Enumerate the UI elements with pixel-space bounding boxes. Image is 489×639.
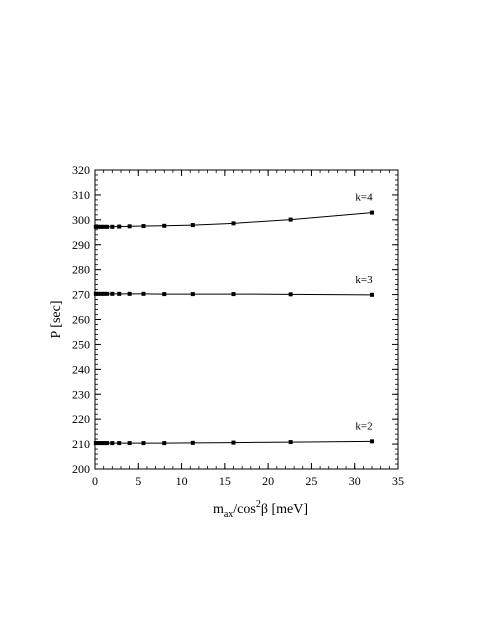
y-tick-label: 250 bbox=[72, 337, 90, 351]
data-point bbox=[127, 291, 132, 296]
data-point bbox=[162, 223, 167, 228]
y-tick-label: 270 bbox=[72, 288, 90, 302]
data-point bbox=[101, 224, 106, 229]
y-tick-label: 230 bbox=[72, 387, 90, 401]
y-tick-label: 300 bbox=[72, 213, 90, 227]
y-axis-title: P [sec] bbox=[49, 301, 64, 339]
data-point bbox=[288, 440, 293, 445]
y-tick-label: 200 bbox=[72, 462, 90, 476]
plot-frame bbox=[94, 169, 399, 470]
data-point bbox=[231, 221, 236, 226]
data-point bbox=[93, 441, 98, 446]
ticks-group bbox=[94, 169, 399, 470]
data-point bbox=[370, 292, 375, 297]
data-point bbox=[190, 292, 195, 297]
x-tick-label: 20 bbox=[262, 474, 274, 488]
data-point bbox=[93, 291, 98, 296]
data-point bbox=[117, 224, 122, 229]
tick-labels-group: 0 5 10 15 20 25 30 35 200 210 220 230 240 250 260 270 28… bbox=[72, 163, 404, 488]
data-point bbox=[93, 224, 98, 229]
data-point bbox=[127, 224, 132, 229]
data-point bbox=[190, 440, 195, 445]
y-tick-label: 290 bbox=[72, 238, 90, 252]
data-point bbox=[141, 224, 146, 229]
x-tick-label: 30 bbox=[349, 474, 361, 488]
data-point bbox=[101, 441, 106, 446]
series-group: k=4 k=3 k=2 bbox=[93, 192, 375, 446]
x-tick-label: 10 bbox=[176, 474, 188, 488]
series-label: k=2 bbox=[355, 420, 372, 432]
data-point bbox=[117, 441, 122, 446]
y-tick-label: 310 bbox=[72, 188, 90, 202]
series-label: k=4 bbox=[355, 192, 373, 204]
y-tick-label: 220 bbox=[72, 412, 90, 426]
x-tick-label: 15 bbox=[219, 474, 231, 488]
data-point bbox=[96, 224, 101, 229]
data-point bbox=[110, 291, 115, 296]
data-point bbox=[231, 292, 236, 297]
x-tick-label: 25 bbox=[305, 474, 317, 488]
x-axis-title-mid: /cos bbox=[233, 502, 256, 517]
y-tick-label: 240 bbox=[72, 362, 90, 376]
x-axis-title-base: m bbox=[213, 502, 224, 517]
series-label: k=3 bbox=[355, 274, 373, 286]
data-point bbox=[288, 217, 293, 222]
data-point bbox=[127, 441, 132, 446]
data-point bbox=[101, 291, 106, 296]
data-point bbox=[288, 292, 293, 297]
x-axis-title-subscript: ax bbox=[224, 509, 233, 520]
x-axis-title-superscript: 2 bbox=[256, 499, 261, 510]
data-point bbox=[231, 440, 236, 445]
data-point bbox=[117, 291, 122, 296]
x-axis-title: max/cos2β [meV] bbox=[213, 499, 308, 520]
data-point bbox=[105, 224, 110, 229]
data-point bbox=[96, 441, 101, 446]
y-tick-label: 210 bbox=[72, 437, 90, 451]
x-axis-title-tail: β [meV] bbox=[261, 502, 308, 517]
data-point bbox=[141, 441, 146, 446]
x-tick-label: 5 bbox=[135, 474, 141, 488]
data-point bbox=[105, 291, 110, 296]
x-tick-label: 35 bbox=[392, 474, 404, 488]
y-tick-label: 260 bbox=[72, 313, 90, 327]
data-point bbox=[110, 441, 115, 446]
data-point bbox=[370, 210, 375, 215]
data-point bbox=[141, 291, 146, 296]
y-tick-label: 320 bbox=[72, 163, 90, 177]
data-point bbox=[110, 224, 115, 229]
data-point bbox=[162, 441, 167, 446]
data-point bbox=[190, 223, 195, 228]
data-point bbox=[99, 441, 104, 446]
data-point bbox=[370, 439, 375, 444]
y-tick-label: 280 bbox=[72, 263, 90, 277]
data-point bbox=[162, 292, 167, 297]
data-point bbox=[99, 224, 104, 229]
data-point bbox=[99, 291, 104, 296]
x-tick-label: 0 bbox=[92, 474, 98, 488]
data-point bbox=[105, 441, 110, 446]
data-point bbox=[96, 291, 101, 296]
